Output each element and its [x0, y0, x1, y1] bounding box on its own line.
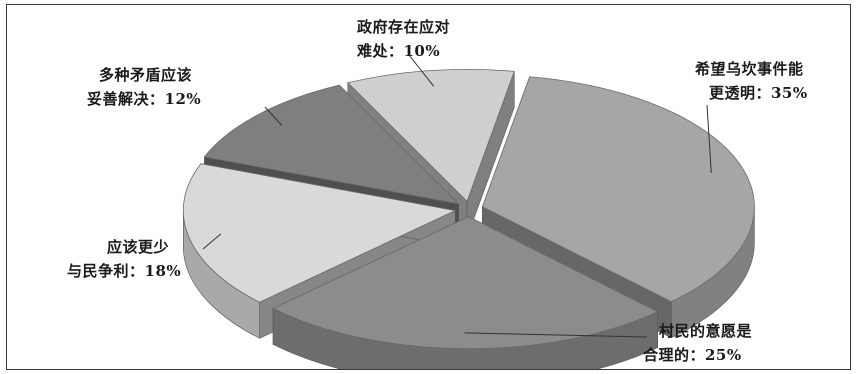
leader-line-conflicts	[264, 106, 283, 126]
pie-slice-villager-wishes	[272, 216, 659, 369]
pie-slice-top-less-profit	[182, 163, 457, 303]
chart-frame: 希望乌坎事件能 更透明：35% 村民的意愿是 合理的：25% 应该更少 与民争利…	[6, 4, 851, 370]
slice-label-government: 政府存在应对 难处：10%	[357, 18, 451, 60]
pie-chart	[182, 54, 755, 369]
pie-slice-top-transparency	[481, 76, 755, 303]
leader-line-transparency	[706, 104, 712, 173]
slice-label-transparency: 希望乌坎事件能 更透明：35%	[695, 60, 808, 102]
slice-label-less-profit: 应该更少 与民争利：18%	[67, 238, 182, 280]
leader-line-less-profit	[202, 233, 222, 250]
pie-slice-top-government	[347, 68, 515, 203]
leader-line-government	[408, 54, 435, 87]
leader-line-villager-wishes	[464, 332, 648, 338]
slice-label-villager-wishes: 村民的意愿是 合理的：25%	[643, 322, 753, 364]
slice-label-conflicts: 多种矛盾应该 妥善解决：12%	[87, 66, 202, 108]
pie-slice-top-villager-wishes	[272, 216, 659, 350]
pie-slice-top-conflicts	[203, 84, 460, 205]
